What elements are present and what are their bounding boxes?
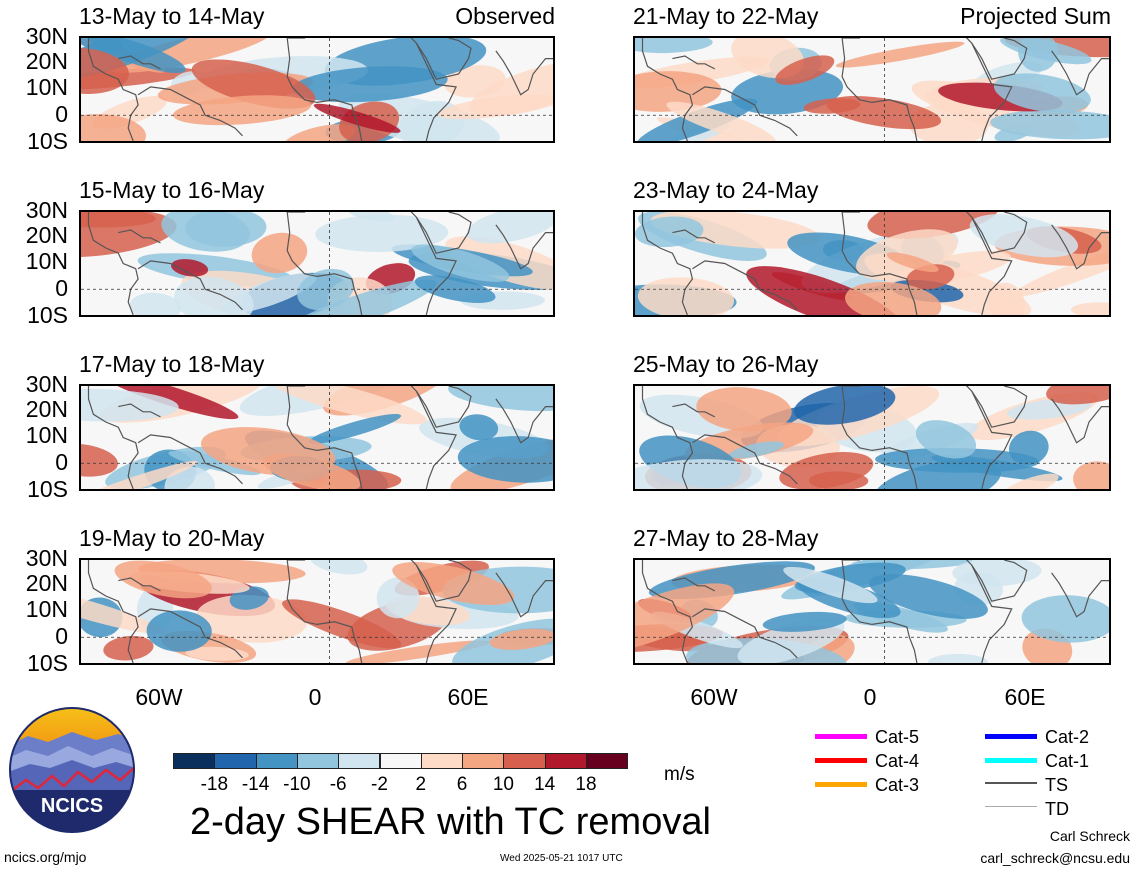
shear-map-panel <box>79 210 555 317</box>
colorbar-tick-label: 18 <box>575 774 597 795</box>
colorbar-tick-label: 14 <box>534 774 556 795</box>
colorbar-swatch <box>544 753 587 769</box>
colorbar-swatch <box>296 753 340 769</box>
latitude-label: 10S <box>27 302 68 328</box>
latitude-label: 30N <box>25 197 68 223</box>
latitude-label: 20N <box>25 396 68 422</box>
colorbar-tick-label: 10 <box>492 774 514 795</box>
panel-title: 15-May to 16-May <box>79 177 265 203</box>
colorbar-tick-label: -2 <box>371 774 388 795</box>
latitude-label: 0 <box>55 275 68 301</box>
panel-title: 17-May to 18-May <box>79 351 265 377</box>
ncics-logo: NCICS <box>8 706 136 834</box>
colorbar: -18 -14 -10 -6 -2 2 6 10 14 18 <box>173 753 629 803</box>
panel-title: 19-May to 20-May <box>79 525 265 551</box>
legend-label: Cat-4 <box>875 751 920 771</box>
colorbar-swatch <box>173 753 216 769</box>
latitude-label: 10N <box>25 422 68 448</box>
shear-map-panel <box>633 210 1111 317</box>
legend-line <box>985 806 1037 807</box>
colorbar-swatch <box>255 753 298 769</box>
latitude-label: 30N <box>25 371 68 397</box>
colorbar-swatch <box>420 753 464 769</box>
colorbar-swatch <box>214 753 257 769</box>
panel-title: 25-May to 26-May <box>633 351 819 377</box>
legend-label: TS <box>1045 775 1069 795</box>
latitude-label: 20N <box>25 222 68 248</box>
legend-line <box>815 734 867 739</box>
longitude-label: 60E <box>447 684 489 710</box>
footer-timestamp: Wed 2025-05-21 1017 UTC <box>500 853 623 864</box>
panel-tag: Projected Sum <box>960 3 1111 29</box>
panel-title: 23-May to 24-May <box>633 177 819 203</box>
panel-title: 27-May to 28-May <box>633 525 819 551</box>
footer-site: ncics.org/mjo <box>4 849 87 865</box>
shear-map-panel <box>633 36 1111 143</box>
latitude-label: 10S <box>27 650 68 676</box>
footer-author: Carl Schreck <box>1049 828 1130 844</box>
longitude-label: 0 <box>308 684 322 710</box>
longitude-label: 60E <box>1004 684 1046 710</box>
panel-title: 13-May to 14-May <box>79 3 265 29</box>
colorbar-swatch <box>503 753 546 769</box>
latitude-label: 10N <box>25 248 68 274</box>
legend-line <box>815 782 867 787</box>
latitude-label: 20N <box>25 570 68 596</box>
colorbar-tick-label: -6 <box>329 774 347 795</box>
longitude-label: 0 <box>863 684 877 710</box>
panel-tag: Observed <box>455 3 555 29</box>
shear-map-panel <box>633 384 1111 491</box>
latitude-label: 20N <box>25 48 68 74</box>
colorbar-tick-label: 6 <box>456 774 468 795</box>
legend-line <box>815 758 867 763</box>
colorbar-swatch <box>338 753 381 769</box>
colorbar-tick-label: -14 <box>241 774 270 795</box>
shear-map-panel <box>633 558 1111 665</box>
latitude-label: 30N <box>25 545 68 571</box>
latitude-label: 10S <box>27 128 68 154</box>
legend-label: TD <box>1045 799 1069 819</box>
colorbar-swatch <box>586 753 629 769</box>
longitude-label: 60W <box>135 684 183 710</box>
colorbar-tick-label: -18 <box>200 774 229 795</box>
latitude-label: 10N <box>25 596 68 622</box>
legend-line <box>985 782 1037 784</box>
colorbar-tick-label: 2 <box>415 774 427 795</box>
legend-label: Cat-3 <box>875 775 920 795</box>
shear-map-panel <box>79 384 555 491</box>
colorbar-units: m/s <box>664 764 695 785</box>
shear-map-panel <box>79 558 555 665</box>
footer-email: carl_schreck@ncsu.edu <box>980 850 1130 866</box>
colorbar-swatch <box>462 753 505 769</box>
longitude-label: 60W <box>690 684 738 710</box>
latitude-label: 10S <box>27 476 68 502</box>
panel-title: 21-May to 22-May <box>633 3 819 29</box>
latitude-label: 0 <box>55 101 68 127</box>
main-title: 2-day SHEAR with TC removal <box>190 801 711 843</box>
legend-line <box>985 734 1037 739</box>
colorbar-tick-label: -10 <box>283 774 311 795</box>
logo-text: NCICS <box>41 795 103 817</box>
legend-label: Cat-2 <box>1045 727 1090 747</box>
latitude-label: 10N <box>25 74 68 100</box>
latitude-label: 0 <box>55 623 68 649</box>
latitude-label: 0 <box>55 449 68 475</box>
shear-map-panel <box>79 36 555 143</box>
legend-line <box>985 758 1037 763</box>
colorbar-swatch <box>379 753 422 769</box>
latitude-label: 30N <box>25 23 68 49</box>
legend-label: Cat-5 <box>875 727 920 747</box>
legend-label: Cat-1 <box>1045 751 1090 771</box>
